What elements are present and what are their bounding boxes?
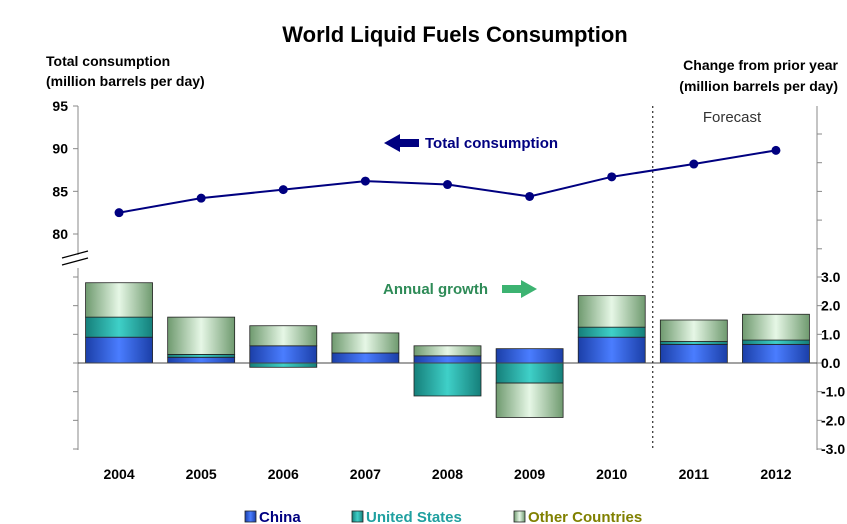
bar-other-countries-2008 [413,345,482,357]
annual-growth-label: Annual growth [383,281,488,298]
total-consumption-annotation: Total consumption [384,134,558,152]
total-consumption-point-2008 [443,180,452,190]
bar-united-states-2010 [577,326,646,338]
bar-china-2009 [495,348,564,364]
forecast-label: Forecast [703,109,762,126]
bar-china-2005 [167,356,236,364]
bar-other-countries-2006 [249,325,318,347]
right-arrow-icon [502,280,537,298]
left-tick-label: 85 [52,183,68,199]
right-axis-title-line1: Change from prior year [683,57,838,73]
right-tick-label: 2.0 [821,298,841,314]
bar-other-countries-2005 [167,316,236,355]
category-label: 2005 [186,466,217,482]
bar-china-2006 [249,345,318,364]
left-arrow-icon [384,134,419,152]
bar-united-states-2005 [167,353,236,358]
bar-other-countries-2011 [659,319,728,342]
legend: China United States Other Countries [244,509,642,524]
total-consumption-point-2004 [114,208,124,218]
total-consumption-point-2012 [771,145,781,155]
bar-china-2004 [85,336,153,364]
category-label: 2012 [760,466,791,482]
total-consumption-point-2007 [360,176,370,186]
left-tick-label: 90 [52,141,68,157]
right-tick-label: 0.0 [821,355,841,371]
bar-united-states-2004 [85,316,153,338]
bar-other-countries-2004 [85,282,153,318]
left-axis-title-line2: (million barrels per day) [46,73,205,89]
total-consumption-point-2005 [196,193,206,203]
legend-swatch-china [244,510,257,523]
category-label: 2008 [432,466,463,482]
legend-swatch-other-countries [513,510,526,523]
legend-label-united-states: United States [366,509,462,524]
category-label: 2009 [514,466,545,482]
bar-united-states-2011 [659,341,728,345]
bar-united-states-2012 [742,339,810,345]
total-consumption-label: Total consumption [425,135,558,152]
legend-label-other-countries: Other Countries [528,509,642,524]
total-consumption-point-2010 [607,172,617,182]
right-tick-label: -2.0 [821,412,845,428]
axis-break-mark-1 [61,250,89,259]
total-consumption-point-2009 [525,191,535,201]
right-tick-label: 3.0 [821,269,841,285]
bar-united-states-2006 [249,362,318,368]
bar-china-2007 [331,352,400,364]
category-label: 2011 [679,466,710,482]
left-tick-label: 95 [52,98,68,114]
category-label: 2004 [103,466,134,482]
bar-china-2010 [577,336,646,364]
bar-united-states-2009 [495,362,564,384]
total-consumption-point-2006 [278,185,288,195]
left-tick-label: 80 [52,226,68,242]
bar-other-countries-2007 [331,332,400,354]
total-consumption-point-2011 [689,159,699,169]
category-label: 2006 [268,466,299,482]
right-tick-label: -1.0 [821,384,845,400]
bar-united-states-2008 [413,362,482,397]
bar-other-countries-2010 [577,295,646,328]
legend-swatch-united-states [351,510,364,523]
category-label: 2010 [596,466,627,482]
right-tick-label: 1.0 [821,326,841,342]
chart-title: World Liquid Fuels Consumption [282,22,627,47]
legend-label-china: China [259,509,301,524]
annual-growth-annotation: Annual growth [383,280,537,298]
bar-other-countries-2009 [495,382,564,418]
bar-china-2008 [413,355,482,364]
bar-china-2011 [659,343,728,364]
bar-china-2012 [742,343,810,364]
bar-other-countries-2012 [742,313,810,341]
left-axis-title-line1: Total consumption [46,53,170,69]
right-tick-label: -3.0 [821,441,845,457]
axis-break-mark-2 [61,257,89,266]
right-axis-title-line2: (million barrels per day) [679,78,838,94]
category-label: 2007 [350,466,381,482]
